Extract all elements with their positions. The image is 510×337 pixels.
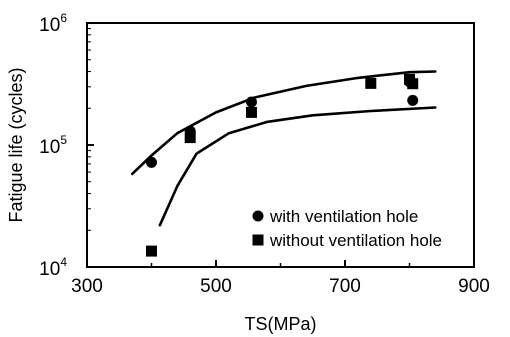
y-tick-label: 106 [39, 11, 67, 36]
y-tick-label: 105 [39, 133, 67, 158]
with-hole-data-point [146, 156, 157, 168]
with-hole-data-point [407, 94, 419, 106]
x-tick-label: 900 [458, 276, 490, 297]
without-hole-data-point [245, 106, 257, 118]
with-hole-data-point [245, 96, 257, 108]
upper-bound-curve [130, 70, 437, 176]
without-hole-data-point [407, 78, 419, 90]
lower-bound-curve [158, 106, 437, 227]
without-hole-data-point [184, 132, 196, 144]
y-tick-label: 104 [39, 255, 67, 280]
x-tick-label: 500 [200, 276, 232, 297]
legend-label: without ventilation hole [269, 231, 442, 250]
y-axis-title: Fatigue life (cycles) [6, 67, 26, 222]
x-tick-label: 700 [329, 276, 361, 297]
ticks-layer: 300 500 700 900 104 105 106 [39, 11, 490, 297]
without-hole-data-point [365, 77, 377, 89]
without-hole-data-point [146, 245, 157, 257]
legend-label: with ventilation hole [269, 207, 418, 226]
bounds-layer [130, 70, 437, 227]
legend-marker [252, 210, 264, 222]
legend-marker [252, 234, 264, 246]
points-layer [146, 73, 419, 257]
legend: with ventilation hole without ventilation… [252, 207, 442, 250]
x-tick-label: 300 [71, 276, 103, 297]
x-axis-title: TS(MPa) [245, 314, 317, 334]
